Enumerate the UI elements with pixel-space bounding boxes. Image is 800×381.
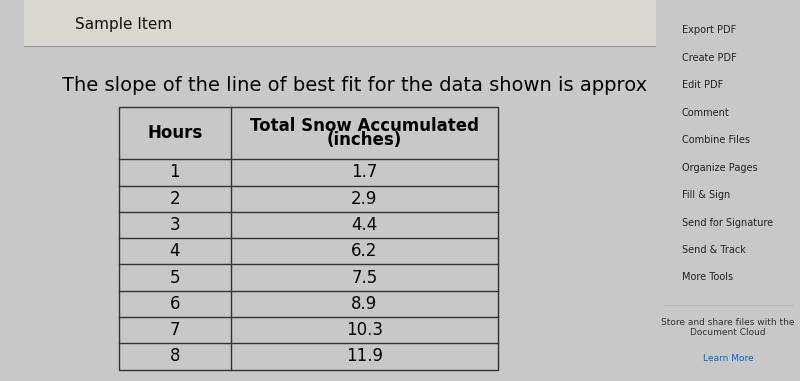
- Text: 5: 5: [170, 269, 180, 287]
- Bar: [118, 107, 498, 370]
- Bar: [24, 0, 656, 46]
- Text: 1.7: 1.7: [351, 163, 378, 181]
- Text: Organize Pages: Organize Pages: [682, 163, 758, 173]
- Text: Create PDF: Create PDF: [682, 53, 737, 63]
- Text: 2.9: 2.9: [351, 190, 378, 208]
- Text: Sample Item: Sample Item: [74, 17, 172, 32]
- Text: Fill & Sign: Fill & Sign: [682, 190, 730, 200]
- Text: 6.2: 6.2: [351, 242, 378, 260]
- Text: (inches): (inches): [326, 131, 402, 149]
- Text: 4.4: 4.4: [351, 216, 378, 234]
- Text: Learn More: Learn More: [702, 354, 754, 363]
- Text: Store and share files with the
Document Cloud: Store and share files with the Document …: [662, 318, 794, 337]
- Text: 8.9: 8.9: [351, 295, 378, 313]
- Text: Send for Signature: Send for Signature: [682, 218, 773, 227]
- Text: 10.3: 10.3: [346, 321, 383, 339]
- Text: Comment: Comment: [682, 108, 730, 118]
- Text: 3: 3: [170, 216, 180, 234]
- Text: The slope of the line of best fit for the data shown is approx: The slope of the line of best fit for th…: [62, 76, 647, 95]
- Text: 1: 1: [170, 163, 180, 181]
- Text: Hours: Hours: [147, 124, 202, 142]
- Text: 2: 2: [170, 190, 180, 208]
- Text: Combine Files: Combine Files: [682, 135, 750, 145]
- Text: 7.5: 7.5: [351, 269, 378, 287]
- Text: More Tools: More Tools: [682, 272, 733, 282]
- Text: Total Snow Accumulated: Total Snow Accumulated: [250, 117, 479, 135]
- Text: Export PDF: Export PDF: [682, 26, 736, 35]
- Text: 8: 8: [170, 347, 180, 365]
- Text: Edit PDF: Edit PDF: [682, 80, 723, 90]
- Text: 4: 4: [170, 242, 180, 260]
- Text: Send & Track: Send & Track: [682, 245, 746, 255]
- Text: 6: 6: [170, 295, 180, 313]
- Text: 11.9: 11.9: [346, 347, 383, 365]
- Text: 7: 7: [170, 321, 180, 339]
